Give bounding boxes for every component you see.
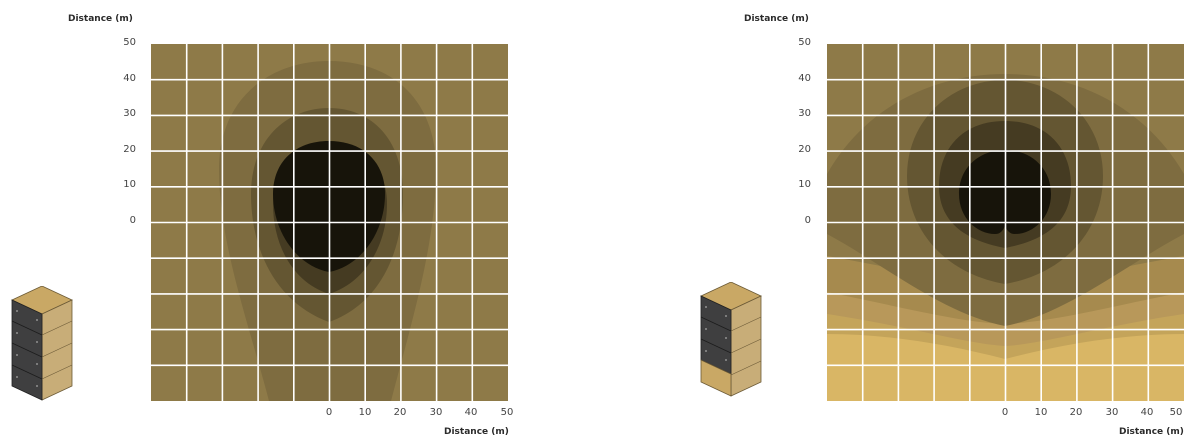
x-tick-label: 20 (1064, 407, 1088, 418)
y-axis-title: Distance (m) (68, 14, 133, 24)
x-axis-title: Distance (m) (444, 427, 509, 437)
x-tick-label: 50 (1164, 407, 1188, 418)
heatmap-plot (827, 44, 1184, 401)
y-axis-title: Distance (m) (744, 14, 809, 24)
x-tick-label: 40 (1135, 407, 1159, 418)
y-tick-label: 30 (787, 108, 811, 119)
y-tick-label: 10 (112, 179, 136, 190)
y-tick-label: 40 (787, 73, 811, 84)
x-tick-label: 0 (317, 407, 341, 418)
y-tick-label: 0 (112, 215, 136, 226)
y-tick-label: 20 (112, 144, 136, 155)
x-tick-label: 30 (1100, 407, 1124, 418)
heatmap-panel-left: Distance (m) 50 40 30 20 10 0 0 10 20 30… (0, 0, 597, 441)
heatmap-panel-right: Distance (m) 50 40 30 20 10 0 0 10 20 (597, 0, 1194, 441)
y-tick-label: 20 (787, 144, 811, 155)
y-tick-label: 50 (112, 37, 136, 48)
x-tick-label: 50 (495, 407, 519, 418)
x-tick-label: 20 (388, 407, 412, 418)
y-tick-label: 10 (787, 179, 811, 190)
speaker-cabinet-icon (697, 282, 763, 410)
x-tick-label: 10 (1029, 407, 1053, 418)
x-tick-label: 30 (424, 407, 448, 418)
heatmap-plot (151, 44, 508, 401)
y-tick-label: 40 (112, 73, 136, 84)
y-tick-label: 30 (112, 108, 136, 119)
x-tick-label: 0 (993, 407, 1017, 418)
x-axis-title: Distance (m) (1119, 427, 1184, 437)
x-tick-label: 10 (353, 407, 377, 418)
y-tick-label: 0 (787, 215, 811, 226)
speaker-cabinet-icon (8, 286, 74, 406)
y-tick-label: 50 (787, 37, 811, 48)
x-tick-label: 40 (459, 407, 483, 418)
